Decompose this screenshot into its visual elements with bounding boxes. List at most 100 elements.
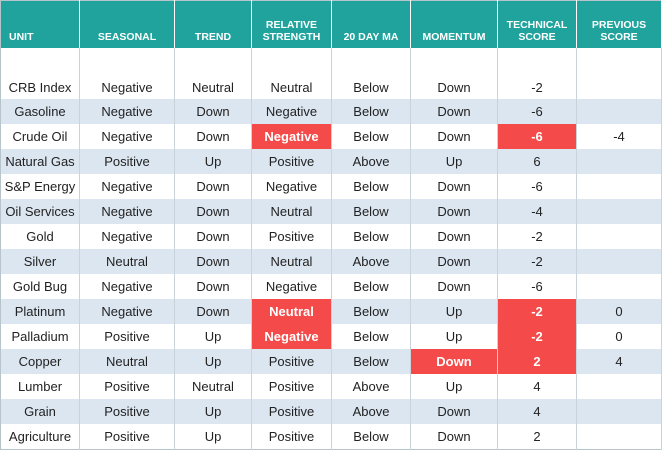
table-cell: Natural Gas bbox=[0, 149, 80, 174]
table-cell: Negative bbox=[251, 274, 332, 299]
table-cell: Negative bbox=[251, 324, 332, 349]
table-row: Platinum Negative Down Neutral Below Up -2 0 bbox=[0, 299, 662, 324]
table-cell: Down bbox=[410, 124, 498, 149]
table-cell: Below bbox=[331, 324, 411, 349]
table-row: Crude Oil Negative Down Negative Below Down -6… bbox=[0, 124, 662, 149]
table-cell: Negative bbox=[251, 174, 332, 199]
table-cell: Negative bbox=[79, 124, 175, 149]
table-cell: Negative bbox=[79, 99, 175, 124]
table-cell: Positive bbox=[79, 374, 175, 399]
table-cell: Below bbox=[331, 349, 411, 374]
table-cell: Agriculture bbox=[0, 424, 80, 450]
column-header: MOMENTUM bbox=[410, 0, 498, 48]
table-cell: Down bbox=[410, 424, 498, 450]
table-cell: Down bbox=[410, 399, 498, 424]
table-cell bbox=[576, 424, 662, 450]
table-cell: Up bbox=[410, 374, 498, 399]
column-header: 20 DAY MA bbox=[331, 0, 411, 48]
table-cell: -2 bbox=[497, 224, 577, 249]
table-cell: Neutral bbox=[79, 349, 175, 374]
table-cell: Negative bbox=[79, 274, 175, 299]
table-cell: Below bbox=[331, 274, 411, 299]
table-cell: -4 bbox=[497, 199, 577, 224]
table-cell: Gasoline bbox=[0, 99, 80, 124]
table-row: Gold Bug Negative Down Negative Below Down -6 bbox=[0, 274, 662, 299]
table-cell: Gold bbox=[0, 224, 80, 249]
table-cell: Down bbox=[174, 249, 252, 274]
table-cell: -6 bbox=[497, 124, 577, 149]
table-cell: Below bbox=[331, 424, 411, 450]
table-cell: Down bbox=[174, 174, 252, 199]
table-cell: Negative bbox=[251, 124, 332, 149]
table-body: CRB Index Negative Neutral Neutral Below Down… bbox=[0, 48, 662, 450]
table-cell: Neutral bbox=[251, 48, 332, 99]
header-row: UNIT SEASONAL TREND RELATIVE STRENGTH 20 DAY… bbox=[0, 0, 662, 48]
table-cell: Down bbox=[410, 174, 498, 199]
table-cell: Down bbox=[410, 349, 498, 374]
table-cell: Oil Services bbox=[0, 199, 80, 224]
table-cell bbox=[576, 199, 662, 224]
table-cell: Down bbox=[174, 274, 252, 299]
table-cell: Up bbox=[174, 149, 252, 174]
table-cell: Down bbox=[174, 99, 252, 124]
signal-table: UNIT SEASONAL TREND RELATIVE STRENGTH 20 DAY… bbox=[0, 0, 662, 450]
table-cell: Down bbox=[410, 48, 498, 99]
table-cell: Copper bbox=[0, 349, 80, 374]
table-row: Copper Neutral Up Positive Below Down 2 4 bbox=[0, 349, 662, 374]
table-cell: Above bbox=[331, 249, 411, 274]
table-cell: Negative bbox=[79, 224, 175, 249]
table-cell: -4 bbox=[576, 124, 662, 149]
table-cell: Up bbox=[174, 399, 252, 424]
table-cell: CRB Index bbox=[0, 48, 80, 99]
table-cell: Positive bbox=[251, 399, 332, 424]
table-cell: Below bbox=[331, 48, 411, 99]
column-header: TREND bbox=[174, 0, 252, 48]
table-row: Palladium Positive Up Negative Below Up -2 0 bbox=[0, 324, 662, 349]
table-cell: 0 bbox=[576, 299, 662, 324]
table-cell: Neutral bbox=[251, 299, 332, 324]
table-cell: Negative bbox=[79, 174, 175, 199]
table-row: Natural Gas Positive Up Positive Above Up 6 bbox=[0, 149, 662, 174]
table-cell: -6 bbox=[497, 274, 577, 299]
table-cell: Silver bbox=[0, 249, 80, 274]
table-cell: Grain bbox=[0, 399, 80, 424]
table-cell: Platinum bbox=[0, 299, 80, 324]
table-cell: Below bbox=[331, 199, 411, 224]
table-cell: Up bbox=[174, 349, 252, 374]
table-cell: Below bbox=[331, 124, 411, 149]
table-cell: Positive bbox=[79, 424, 175, 450]
table-cell: Neutral bbox=[174, 48, 252, 99]
table-cell bbox=[576, 48, 662, 99]
table-cell: Down bbox=[410, 224, 498, 249]
table-cell: Above bbox=[331, 374, 411, 399]
table-cell: Down bbox=[174, 124, 252, 149]
table-cell: Neutral bbox=[174, 374, 252, 399]
table-cell: Below bbox=[331, 299, 411, 324]
table-cell: -2 bbox=[497, 299, 577, 324]
table-row: CRB Index Negative Neutral Neutral Below Down… bbox=[0, 48, 662, 99]
table-cell: Positive bbox=[251, 349, 332, 374]
table-cell: Up bbox=[174, 324, 252, 349]
table-row: S&P Energy Negative Down Negative Below Down -… bbox=[0, 174, 662, 199]
table-cell: Above bbox=[331, 149, 411, 174]
table-cell: -2 bbox=[497, 48, 577, 99]
table-cell: Positive bbox=[79, 399, 175, 424]
table-cell: 6 bbox=[497, 149, 577, 174]
table-cell: Neutral bbox=[251, 249, 332, 274]
column-header: SEASONAL bbox=[79, 0, 175, 48]
table-cell: Positive bbox=[79, 149, 175, 174]
table-cell: 4 bbox=[497, 374, 577, 399]
table-row: Gold Negative Down Positive Below Down -2 bbox=[0, 224, 662, 249]
table-cell: -6 bbox=[497, 99, 577, 124]
table-cell: S&P Energy bbox=[0, 174, 80, 199]
table-cell: Up bbox=[410, 149, 498, 174]
table-cell bbox=[576, 99, 662, 124]
table-cell: Down bbox=[410, 274, 498, 299]
table-cell: Negative bbox=[79, 299, 175, 324]
table-cell bbox=[576, 374, 662, 399]
table-cell: Up bbox=[410, 299, 498, 324]
table-row: Grain Positive Up Positive Above Down 4 bbox=[0, 399, 662, 424]
column-header: TECHNICAL SCORE bbox=[497, 0, 577, 48]
column-header: RELATIVE STRENGTH bbox=[251, 0, 332, 48]
